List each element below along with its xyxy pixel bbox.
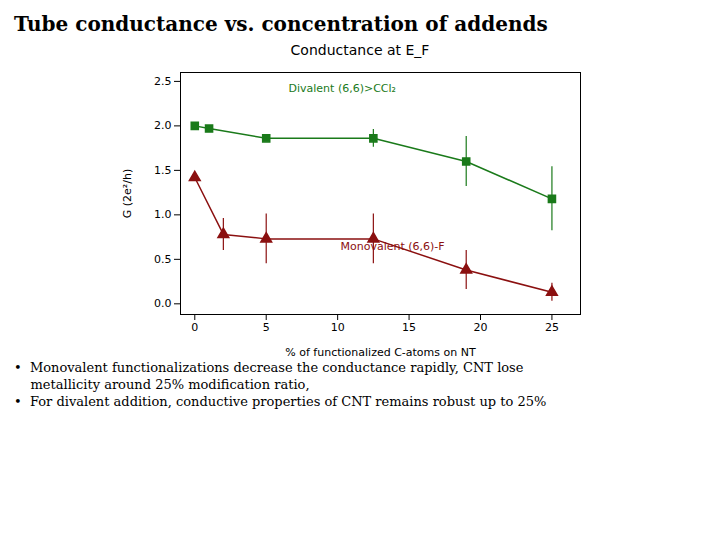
svg-text:20: 20 [474, 321, 488, 334]
html-text:• Monovalent functionalization: • Monovalent functionalizations decrease… [14, 360, 524, 375]
svg-text:25: 25 [545, 321, 559, 334]
html-text:Conductance at E_F: Conductance at E_F [290, 42, 430, 58]
html-text:metallicity around 25% modific: metallicity around 25% modification rati… [14, 377, 310, 392]
svg-text:Monovalent (6,6)-F: Monovalent (6,6)-F [341, 240, 445, 253]
svg-text:1.5: 1.5 [154, 164, 172, 177]
svg-text:G (2e²/h): G (2e²/h) [121, 169, 134, 218]
svg-text:5: 5 [263, 321, 270, 334]
svg-text:2.0: 2.0 [154, 119, 172, 132]
svg-text:0.0: 0.0 [154, 297, 172, 310]
svg-text:Divalent (6,6)>CCl₂: Divalent (6,6)>CCl₂ [289, 82, 397, 95]
svg-text:15: 15 [402, 321, 416, 334]
svg-text:0: 0 [191, 321, 198, 334]
html-text:• For divalent addition, condu: • For divalent addition, conductive prop… [14, 394, 547, 409]
svg-text:0.5: 0.5 [154, 253, 172, 266]
svg-text:2.5: 2.5 [154, 75, 172, 88]
svg-text:1.0: 1.0 [154, 208, 172, 221]
html-text:Tube conductance vs. concentra: Tube conductance vs. concentration of ad… [14, 12, 548, 36]
svg-text:10: 10 [331, 321, 345, 334]
svg-text:% of functionalized C-atoms on: % of functionalized C-atoms on NT [285, 346, 476, 359]
